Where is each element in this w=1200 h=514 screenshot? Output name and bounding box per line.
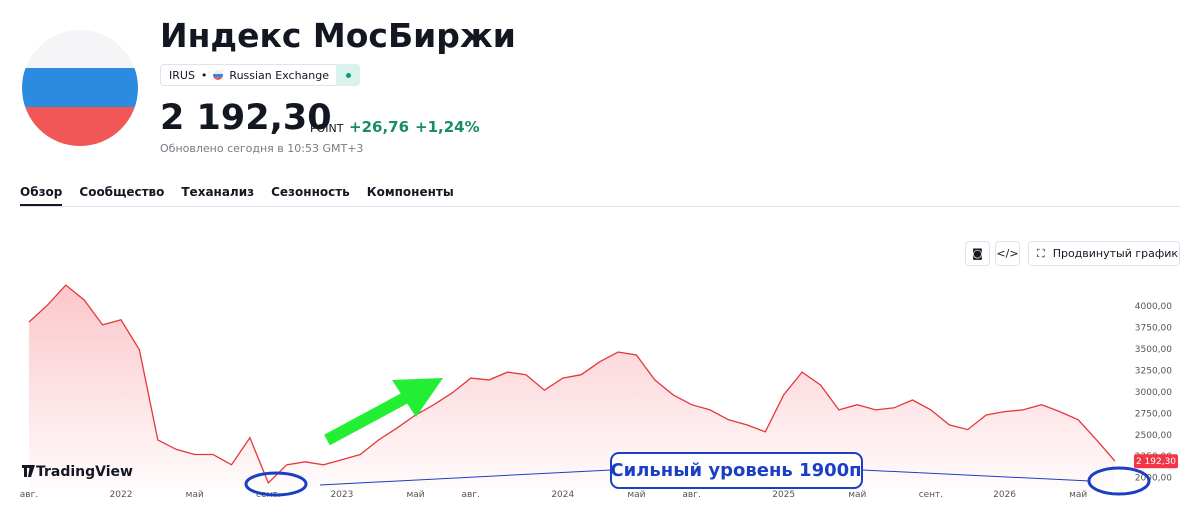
advanced-chart-button[interactable]: ⛶ Продвинутый график — [1028, 241, 1180, 266]
tab[interactable]: Обзор — [20, 185, 63, 206]
annotation-box — [610, 452, 863, 489]
y-tick-label: 3500,00 — [1135, 345, 1172, 355]
y-tick-label: 4000,00 — [1135, 302, 1172, 312]
y-tick-label: 3000,00 — [1135, 388, 1172, 398]
y-tick-label: 2000,00 — [1135, 474, 1172, 484]
flag-logo — [22, 30, 138, 146]
y-tick-label: 2750,00 — [1135, 409, 1172, 419]
x-tick-label: 2022 — [110, 490, 133, 500]
embed-button[interactable]: </> — [995, 241, 1020, 266]
flag — [213, 70, 224, 80]
updated: Обновлено сегодня в 10:53 GMT+3 — [160, 142, 364, 155]
tab[interactable]: Сообщество — [79, 185, 165, 199]
title: Индекс МосБиржи — [160, 16, 516, 55]
x-tick-label: 2025 — [772, 490, 795, 500]
x-tick-label: авг. — [682, 490, 700, 500]
annotation-text: Сильный уровень 1900п — [610, 460, 861, 481]
x-tick-label: 2024 — [551, 490, 574, 500]
x-tick-label: 2023 — [330, 490, 353, 500]
x-tick-label: авг. — [20, 490, 38, 500]
x-tick-label: май — [406, 490, 424, 500]
change-abs: +26,76 — [349, 118, 410, 136]
price-line — [28, 284, 1116, 485]
y-tick-label: 3250,00 — [1135, 366, 1172, 376]
price: 2 192,30 — [160, 98, 332, 138]
tab[interactable]: Теханализ — [181, 185, 255, 199]
tab[interactable]: Компоненты — [366, 185, 454, 199]
annotation-line — [861, 469, 1091, 482]
tradingview-logo: TradingView — [22, 464, 133, 480]
annotation-circle — [1087, 466, 1151, 496]
price-tag — [1134, 454, 1178, 469]
y-tick-label: 2500,00 — [1135, 431, 1172, 441]
snapshot-button[interactable]: ◙ — [965, 241, 990, 266]
x-tick-label: май — [1069, 490, 1087, 500]
x-tick-label: 2026 — [993, 490, 1016, 500]
exchange: Russian Exchange — [229, 68, 330, 82]
x-tick-label: авг. — [462, 490, 480, 500]
area — [29, 285, 1115, 488]
x-tick-label: май — [848, 490, 866, 500]
market-status — [336, 64, 360, 86]
ticker: IRUS — [169, 68, 195, 82]
change-pct: +1,24% — [415, 118, 480, 136]
brand: TradingView — [36, 464, 133, 480]
green-arrow — [324, 378, 443, 446]
x-tick-label: май — [627, 490, 645, 500]
annotation-circle — [244, 471, 308, 497]
x-tick-label: сент. — [919, 490, 943, 500]
advanced-chart-label: Продвинутый график — [1052, 247, 1179, 260]
y-tick-label: 3750,00 — [1135, 324, 1172, 334]
price-tag-label: 2 192,30 — [1136, 457, 1176, 467]
tabs: Обзор Сообщество Теханализ Сезонность Компон… — [20, 185, 1180, 207]
annotation-line — [319, 469, 612, 486]
unit: POINT — [310, 122, 344, 135]
tab[interactable]: Сезонность — [271, 185, 350, 199]
change: +26,76 +1,24% — [349, 118, 480, 136]
x-tick-label: май — [186, 490, 204, 500]
